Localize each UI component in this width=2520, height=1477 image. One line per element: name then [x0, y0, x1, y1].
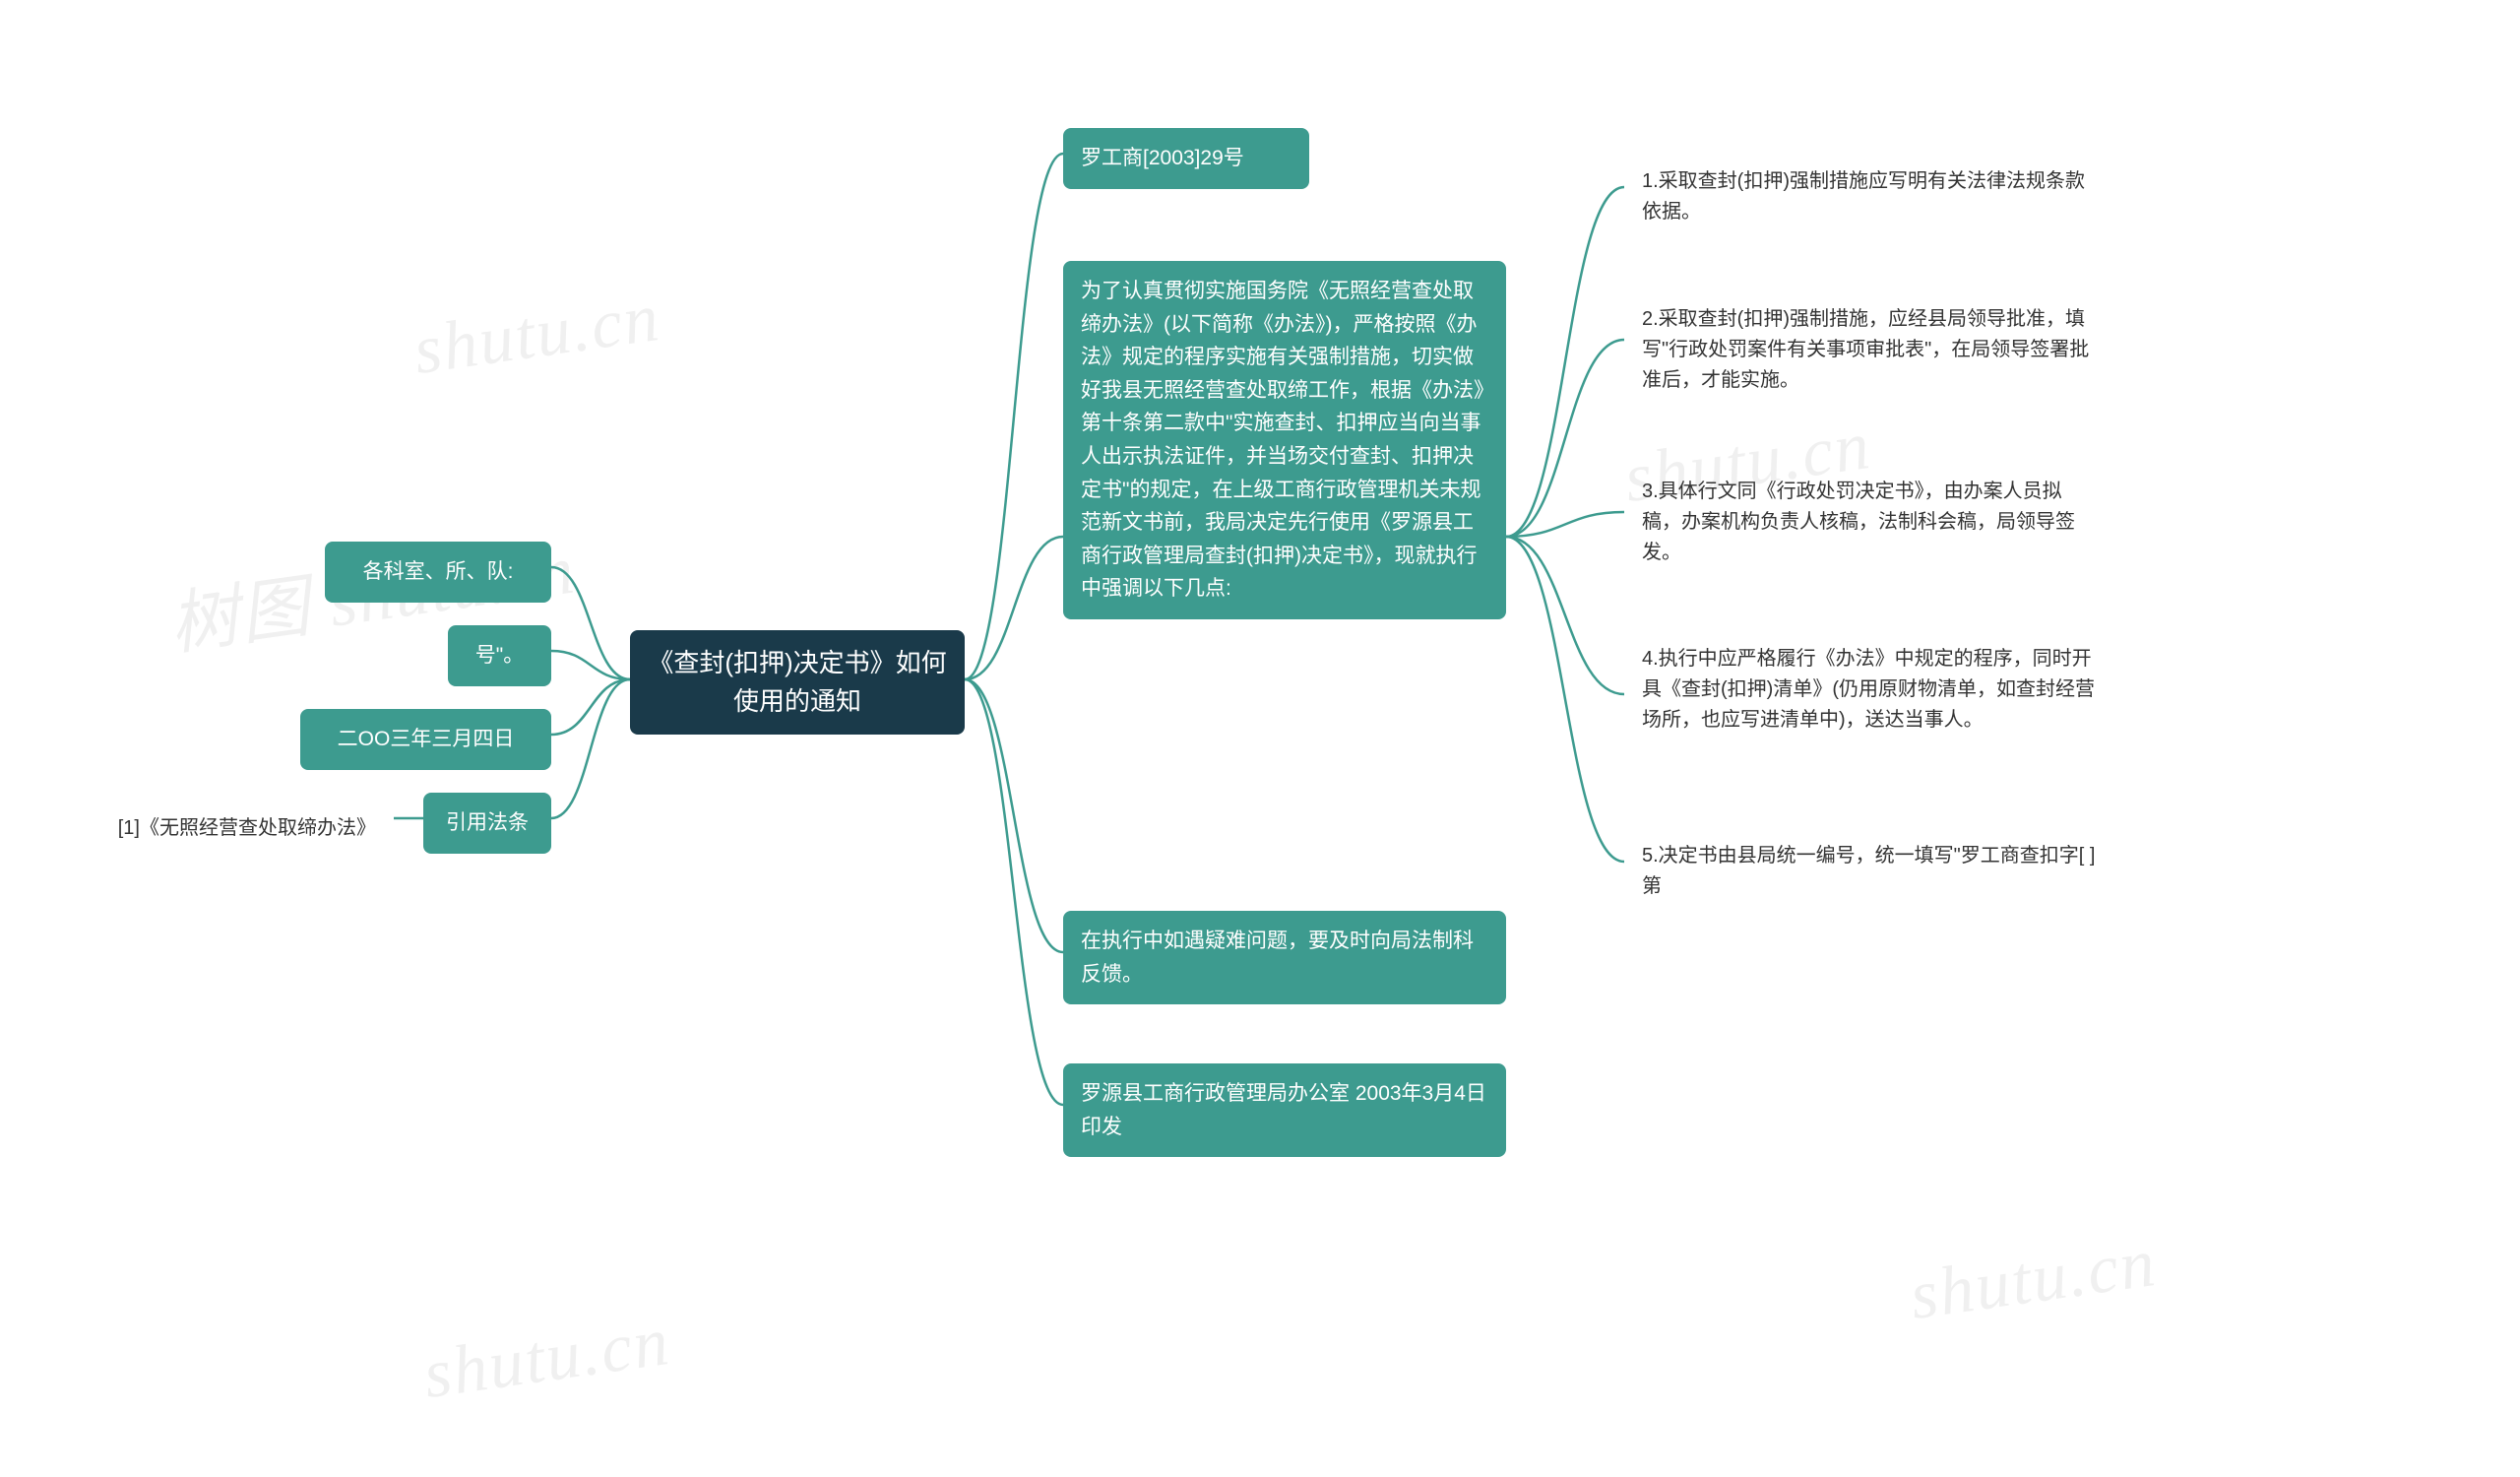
right-node-3-label: 在执行中如遇疑难问题，要及时向局法制科反馈。 [1081, 930, 1474, 986]
watermark: shutu.cn [419, 1303, 675, 1415]
left-node-1: 各科室、所、队: [325, 542, 551, 603]
right-leaf-4-label: 4.执行中应严格履行《办法》中规定的程序，同时开具《查封(扣押)清单》(仍用原财… [1642, 648, 2095, 731]
watermark: shutu.cn [410, 279, 665, 391]
right-leaf-2: 2.采取查封(扣押)强制措施，应经县局领导批准，填写"行政处罚案件有关事项审批表… [1624, 290, 2116, 410]
right-leaf-1: 1.采取查封(扣押)强制措施应写明有关法律法规条款依据。 [1624, 153, 2116, 241]
right-node-2-label: 为了认真贯彻实施国务院《无照经营查处取缔办法》(以下简称《办法》)，严格按照《办… [1081, 280, 1484, 600]
right-leaf-2-label: 2.采取查封(扣押)强制措施，应经县局领导批准，填写"行政处罚案件有关事项审批表… [1642, 308, 2089, 391]
root-label: 《查封(扣押)决定书》如何使用的通知 [648, 648, 946, 716]
left-node-2-label: 号"。 [475, 644, 524, 667]
left-leaf-1-label: [1]《无照经营查处取缔办法》 [118, 817, 376, 839]
right-node-1-label: 罗工商[2003]29号 [1081, 147, 1244, 169]
right-leaf-4: 4.执行中应严格履行《办法》中规定的程序，同时开具《查封(扣押)清单》(仍用原财… [1624, 630, 2116, 749]
left-node-3: 二OO三年三月四日 [300, 709, 551, 770]
right-node-4: 罗源县工商行政管理局办公室 2003年3月4日印发 [1063, 1063, 1506, 1157]
right-node-4-label: 罗源县工商行政管理局办公室 2003年3月4日印发 [1081, 1082, 1486, 1138]
right-node-3: 在执行中如遇疑难问题，要及时向局法制科反馈。 [1063, 911, 1506, 1004]
left-node-2: 号"。 [448, 625, 551, 686]
right-leaf-1-label: 1.采取查封(扣押)强制措施应写明有关法律法规条款依据。 [1642, 170, 2085, 223]
right-leaf-5-label: 5.决定书由县局统一编号，统一填写"罗工商查扣字[ ]第 [1642, 845, 2095, 897]
right-node-1: 罗工商[2003]29号 [1063, 128, 1309, 189]
watermark: shutu.cn [1906, 1224, 2162, 1336]
left-node-1-label: 各科室、所、队: [363, 560, 514, 583]
left-node-4-label: 引用法条 [446, 811, 529, 834]
right-leaf-5: 5.决定书由县局统一编号，统一填写"罗工商查扣字[ ]第 [1624, 827, 2116, 916]
left-leaf-1: [1]《无照经营查处取缔办法》 [79, 800, 394, 858]
left-node-3-label: 二OO三年三月四日 [338, 728, 515, 750]
left-node-4: 引用法条 [423, 793, 551, 854]
right-leaf-3-label: 3.具体行文同《行政处罚决定书》，由办案人员拟稿，办案机构负责人核稿，法制科会稿… [1642, 481, 2075, 563]
right-node-2: 为了认真贯彻实施国务院《无照经营查处取缔办法》(以下简称《办法》)，严格按照《办… [1063, 261, 1506, 619]
root-node: 《查封(扣押)决定书》如何使用的通知 [630, 630, 965, 735]
right-leaf-3: 3.具体行文同《行政处罚决定书》，由办案人员拟稿，办案机构负责人核稿，法制科会稿… [1624, 463, 2116, 582]
